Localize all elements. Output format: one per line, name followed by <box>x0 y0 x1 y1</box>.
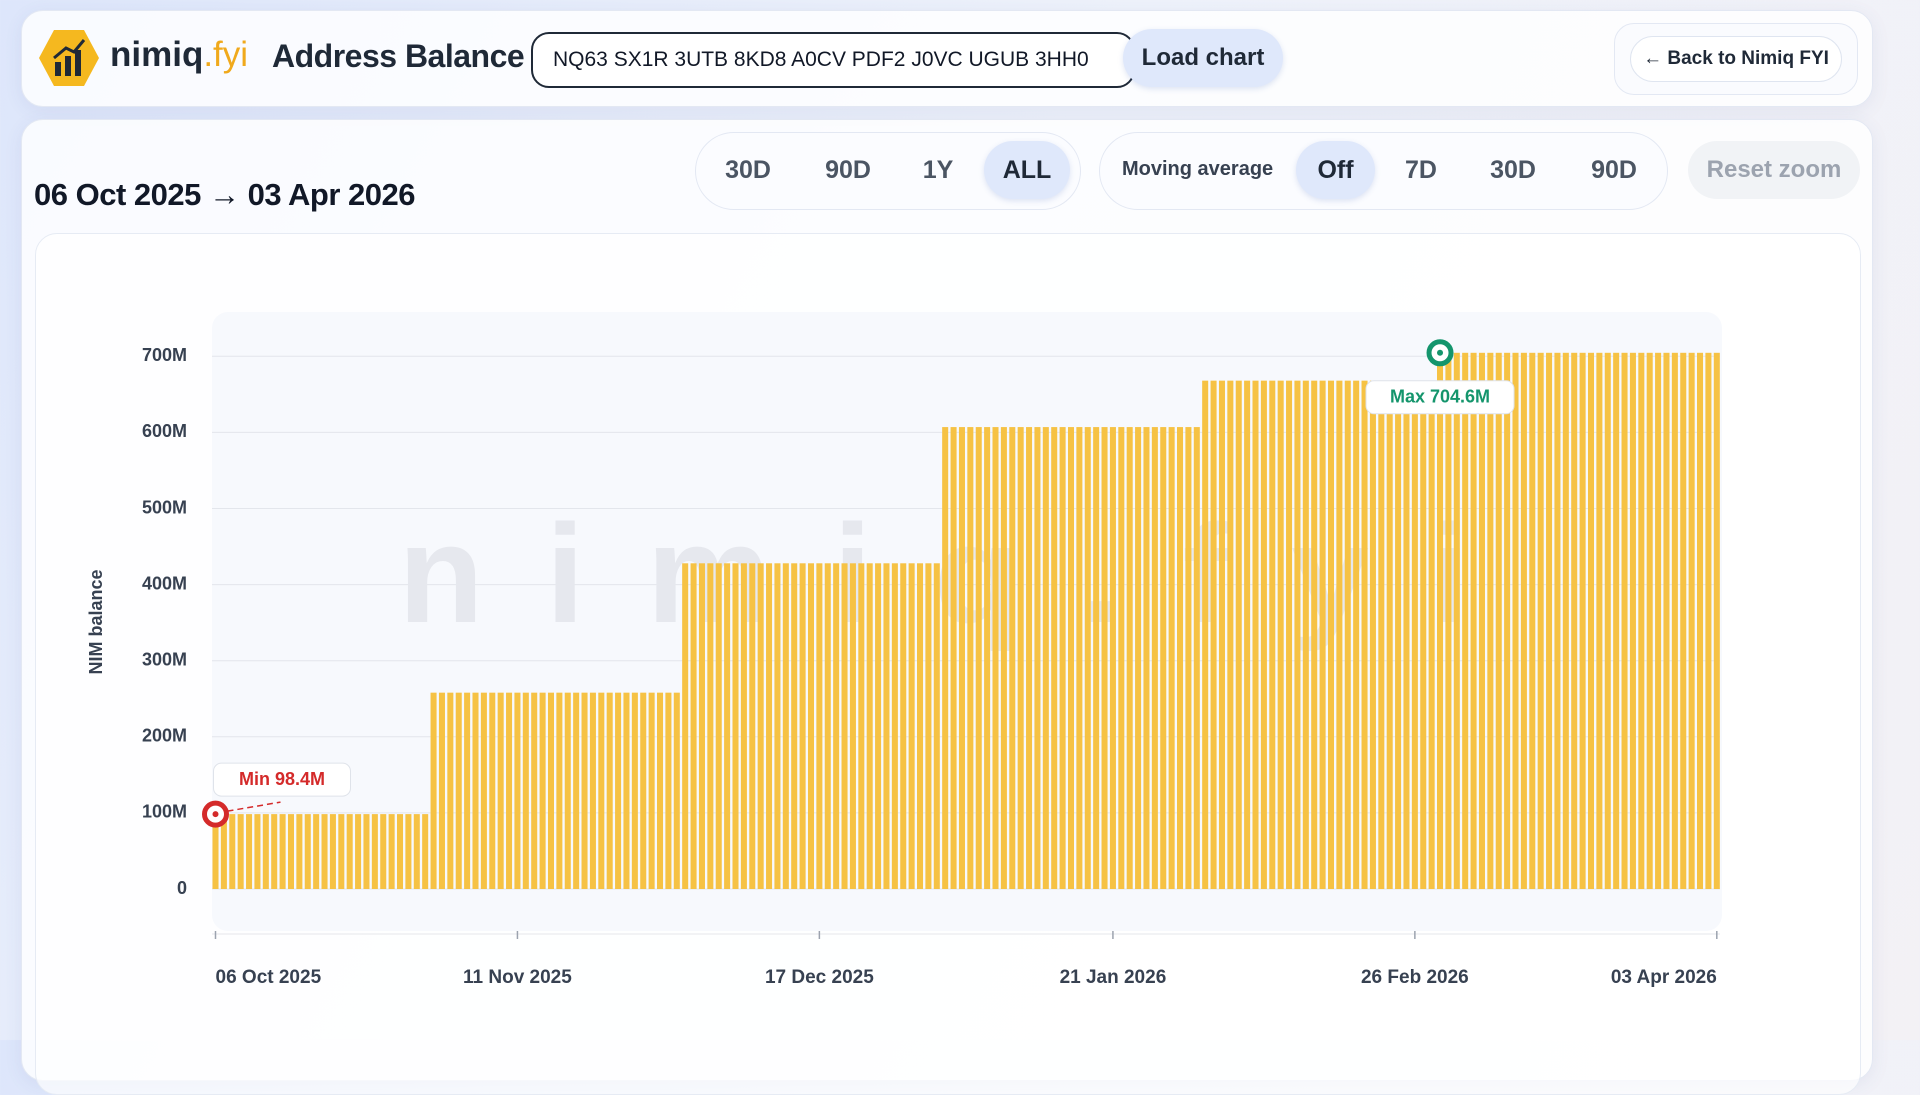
moving-average-group <box>1099 132 1668 210</box>
range-button[interactable]: 1Y <box>922 155 954 184</box>
reset-zoom[interactable]: Reset zoom <box>1688 141 1860 199</box>
page-title: Address Balance <box>272 38 525 74</box>
range-button[interactable]: 90D <box>825 155 871 184</box>
date-range: 06 Oct 2025 → 03 Apr 2026 <box>34 177 415 212</box>
logo-icon <box>39 30 99 86</box>
back-button[interactable]: ← Back to Nimiq FYI <box>1630 36 1842 82</box>
header: nimiq.fyi Address Balance NQ63 SX1R 3UTB… <box>21 10 1873 107</box>
logo-suffix: .fyi <box>203 35 249 74</box>
chart-panel <box>35 233 1861 1095</box>
ma-button[interactable]: Off <box>1296 141 1375 199</box>
main-card: 06 Oct 2025 → 03 Apr 2026 30D 90D 1Y ALL… <box>21 119 1873 1095</box>
logo-name: nimiq <box>110 35 204 74</box>
address-input[interactable]: NQ63 SX1R 3UTB 8KD8 A0CV PDF2 J0VC UGUB … <box>531 32 1135 88</box>
range-button[interactable]: ALL <box>984 141 1070 199</box>
ma-button[interactable]: 30D <box>1490 155 1536 184</box>
range-button[interactable]: 30D <box>725 155 771 184</box>
load-button[interactable]: Load chart <box>1123 29 1283 87</box>
ma-button[interactable]: 7D <box>1405 155 1437 184</box>
ma-button[interactable]: 90D <box>1591 155 1637 184</box>
moving-average-label: Moving average <box>1122 158 1274 180</box>
logo-text: nimiq.fyi <box>110 35 248 75</box>
